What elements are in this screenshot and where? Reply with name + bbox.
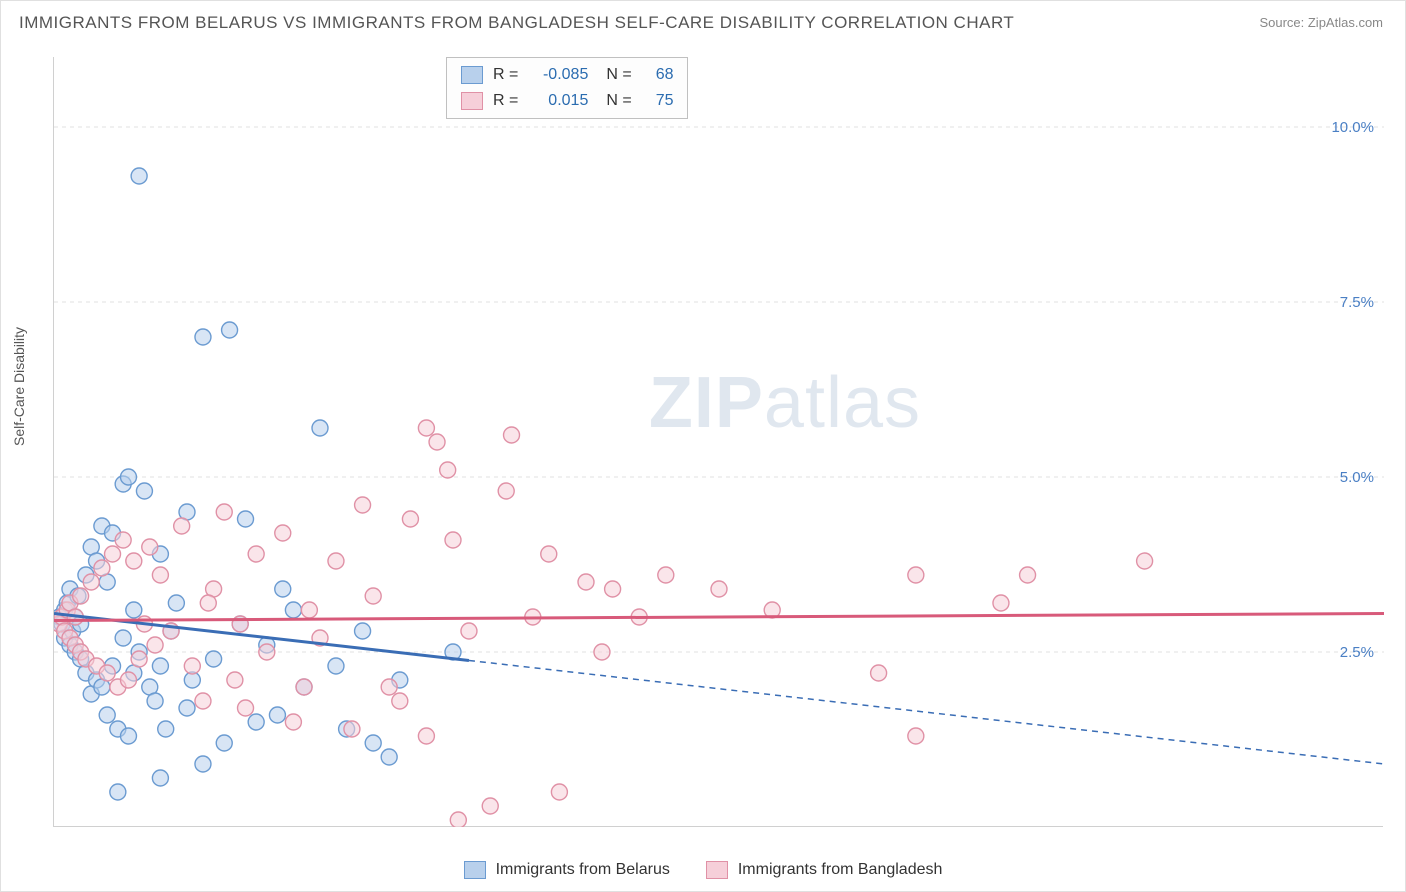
chart-container: IMMIGRANTS FROM BELARUS VS IMMIGRANTS FR… [0,0,1406,892]
chart-title: IMMIGRANTS FROM BELARUS VS IMMIGRANTS FR… [19,13,1014,33]
y-axis-label: Self-Care Disability [11,327,27,446]
legend-item-belarus: Immigrants from Belarus [464,861,670,879]
legend-row-belarus: R = -0.085 N = 68 [461,62,673,88]
legend-item-bangladesh: Immigrants from Bangladesh [706,861,943,879]
swatch-bangladesh [461,92,483,110]
correlation-legend: R = -0.085 N = 68 R = 0.015 N = 75 [446,57,688,119]
legend-row-bangladesh: R = 0.015 N = 75 [461,88,673,114]
plot-area: 2.5%5.0%7.5%10.0%0.0%25.0% ZIPatlas [53,57,1383,827]
scatter-plot-svg: 2.5%5.0%7.5%10.0%0.0%25.0% [54,57,1384,827]
bottom-legend: Immigrants from Belarus Immigrants from … [1,861,1405,879]
r-value-belarus: -0.085 [524,66,588,84]
source-attribution: Source: ZipAtlas.com [1259,15,1383,30]
svg-text:10.0%: 10.0% [1331,119,1374,136]
swatch-belarus [461,66,483,84]
r-value-bangladesh: 0.015 [524,92,588,110]
svg-text:2.5%: 2.5% [1340,644,1374,661]
svg-text:7.5%: 7.5% [1340,294,1374,311]
svg-text:5.0%: 5.0% [1340,469,1374,486]
swatch-bangladesh-icon [706,861,728,879]
n-value-belarus: 68 [656,66,674,84]
n-value-bangladesh: 75 [656,92,674,110]
swatch-belarus-icon [464,861,486,879]
